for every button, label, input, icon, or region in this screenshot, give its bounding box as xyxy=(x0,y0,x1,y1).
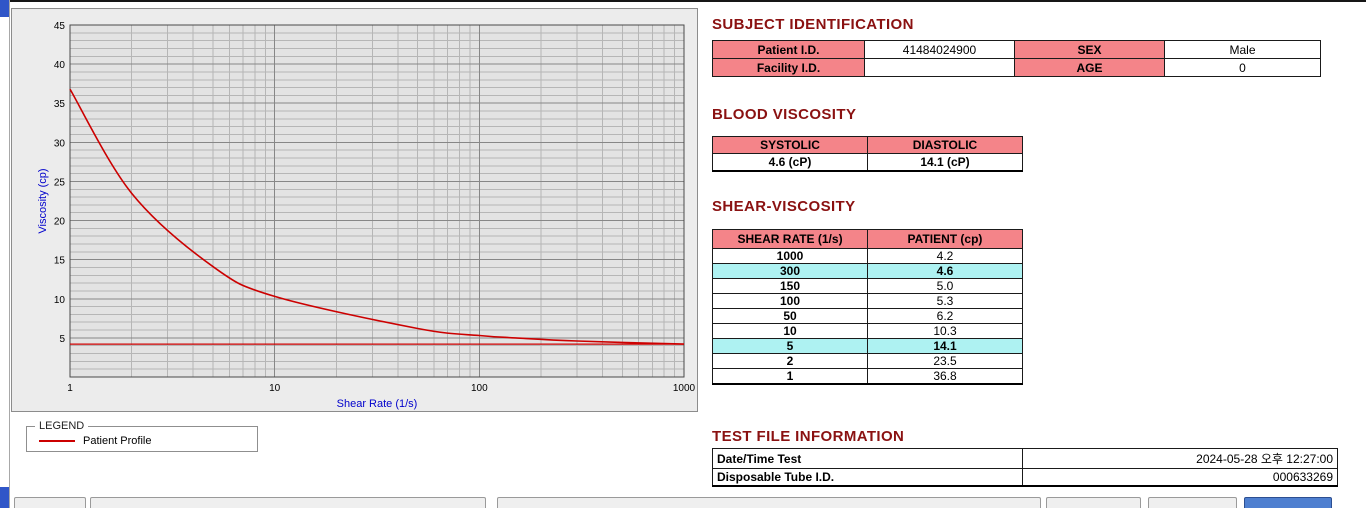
viscosity-value: 4.6 (cP) xyxy=(712,153,868,172)
shear-header-row: SHEAR RATE (1/s) PATIENT (cp) xyxy=(712,229,1023,249)
shear-rate-value: 5 xyxy=(712,338,868,354)
shear-rate-value: 2 xyxy=(712,353,868,369)
window-border-left xyxy=(9,0,10,508)
blood-viscosity-table: SYSTOLIC DIASTOLIC 4.6 (cP) 14.1 (cP) xyxy=(712,136,1023,172)
window-accent-top-left xyxy=(0,0,9,17)
test-info-row: Disposable Tube I.D. 000633269 xyxy=(712,468,1338,487)
test-file-information-table: Date/Time Test 2024-05-28 오후 12:27:00 Disp… xyxy=(712,448,1338,487)
shear-rate-value: 150 xyxy=(712,278,868,294)
svg-text:25: 25 xyxy=(54,177,66,188)
test-file-information-title: TEST FILE INFORMATION xyxy=(712,428,905,445)
field-label: SEX xyxy=(1014,40,1165,59)
field-value: Male xyxy=(1164,40,1321,59)
column-header: SYSTOLIC xyxy=(712,136,868,154)
column-header: DIASTOLIC xyxy=(867,136,1023,154)
shear-rate-value: 1 xyxy=(712,368,868,385)
patient-viscosity-value: 36.8 xyxy=(867,368,1023,385)
bottom-toolbar-button[interactable] xyxy=(1046,497,1141,508)
shear-row: 1000 4.2 xyxy=(712,248,1023,264)
legend-title: LEGEND xyxy=(39,420,85,432)
svg-text:45: 45 xyxy=(54,21,66,32)
test-info-row: Date/Time Test 2024-05-28 오후 12:27:00 xyxy=(712,448,1338,469)
patient-viscosity-value: 6.2 xyxy=(867,308,1023,324)
bottom-toolbar-button[interactable] xyxy=(497,497,1041,508)
column-header: PATIENT (cp) xyxy=(867,229,1023,249)
shear-rate-value: 1000 xyxy=(712,248,868,264)
svg-text:15: 15 xyxy=(54,256,66,267)
shear-row: 150 5.0 xyxy=(712,278,1023,294)
bottom-toolbar-button[interactable] xyxy=(1148,497,1237,508)
column-header: SHEAR RATE (1/s) xyxy=(712,229,868,249)
legend-series-label: Patient Profile xyxy=(83,435,152,447)
patient-viscosity-value: 5.0 xyxy=(867,278,1023,294)
svg-text:35: 35 xyxy=(54,99,66,110)
subject-row: Patient I.D. 41484024900 SEX Male xyxy=(712,40,1321,59)
svg-text:1000: 1000 xyxy=(673,383,696,394)
svg-text:Shear Rate (1/s): Shear Rate (1/s) xyxy=(337,398,418,410)
info-label: Date/Time Test xyxy=(712,448,1023,469)
window-accent-bottom-left xyxy=(0,487,9,508)
shear-viscosity-table: SHEAR RATE (1/s) PATIENT (cp) 1000 4.2 300 4.… xyxy=(712,229,1023,385)
shear-rate-value: 100 xyxy=(712,293,868,309)
patient-viscosity-value: 23.5 xyxy=(867,353,1023,369)
results-panel: SUBJECT IDENTIFICATION Patient I.D. 41484… xyxy=(712,0,1360,508)
svg-text:20: 20 xyxy=(54,217,66,228)
bottom-toolbar-button[interactable] xyxy=(14,497,86,508)
blood-viscosity-title: BLOOD VISCOSITY xyxy=(712,106,857,123)
blood-value-row: 4.6 (cP) 14.1 (cP) xyxy=(712,153,1023,172)
svg-text:30: 30 xyxy=(54,138,66,149)
viscosity-chart-panel: 5 10 15 20 25 30 35 40 45 1 10 100 1000 Shear Rate (1… xyxy=(11,8,698,412)
svg-text:10: 10 xyxy=(269,383,281,394)
viscosity-value: 14.1 (cP) xyxy=(867,153,1023,172)
subject-row: Facility I.D. AGE 0 xyxy=(712,58,1321,77)
viscosity-chart: 5 10 15 20 25 30 35 40 45 1 10 100 1000 Shear Rate (1… xyxy=(37,21,696,410)
svg-text:5: 5 xyxy=(59,334,65,345)
bottom-toolbar-button[interactable] xyxy=(90,497,486,508)
shear-row: 10 10.3 xyxy=(712,323,1023,339)
shear-row: 100 5.3 xyxy=(712,293,1023,309)
patient-viscosity-value: 10.3 xyxy=(867,323,1023,339)
field-value: 41484024900 xyxy=(864,40,1015,59)
field-label: Patient I.D. xyxy=(712,40,865,59)
patient-viscosity-value: 14.1 xyxy=(867,338,1023,354)
shear-row: 1 36.8 xyxy=(712,368,1023,385)
svg-text:Viscosity (cp): Viscosity (cp) xyxy=(37,168,49,233)
shear-rate-value: 10 xyxy=(712,323,868,339)
subject-identification-table: Patient I.D. 41484024900 SEX Male Facility I… xyxy=(712,40,1321,77)
shear-viscosity-title: SHEAR-VISCOSITY xyxy=(712,198,856,215)
legend-line-sample xyxy=(39,440,75,442)
svg-text:1: 1 xyxy=(67,383,73,394)
info-label: Disposable Tube I.D. xyxy=(712,468,1023,487)
field-value xyxy=(864,58,1015,77)
shear-rate-value: 300 xyxy=(712,263,868,279)
patient-viscosity-value: 4.2 xyxy=(867,248,1023,264)
shear-row: 5 14.1 xyxy=(712,338,1023,354)
field-value: 0 xyxy=(1164,58,1321,77)
info-value: 000633269 xyxy=(1022,468,1338,487)
svg-text:10: 10 xyxy=(54,295,66,306)
blood-header-row: SYSTOLIC DIASTOLIC xyxy=(712,136,1023,154)
patient-viscosity-value: 4.6 xyxy=(867,263,1023,279)
shear-rate-value: 50 xyxy=(712,308,868,324)
shear-row: 300 4.6 xyxy=(712,263,1023,279)
chart-legend: LEGEND Patient Profile xyxy=(26,420,258,452)
subject-identification-title: SUBJECT IDENTIFICATION xyxy=(712,16,914,33)
svg-text:40: 40 xyxy=(54,60,66,71)
field-label: AGE xyxy=(1014,58,1165,77)
info-value: 2024-05-28 오후 12:27:00 xyxy=(1022,448,1338,469)
shear-row: 50 6.2 xyxy=(712,308,1023,324)
svg-text:100: 100 xyxy=(471,383,488,394)
shear-row: 2 23.5 xyxy=(712,353,1023,369)
window-border-top xyxy=(0,0,1366,2)
field-label: Facility I.D. xyxy=(712,58,865,77)
patient-viscosity-value: 5.3 xyxy=(867,293,1023,309)
bottom-toolbar-button-active[interactable] xyxy=(1244,497,1332,508)
